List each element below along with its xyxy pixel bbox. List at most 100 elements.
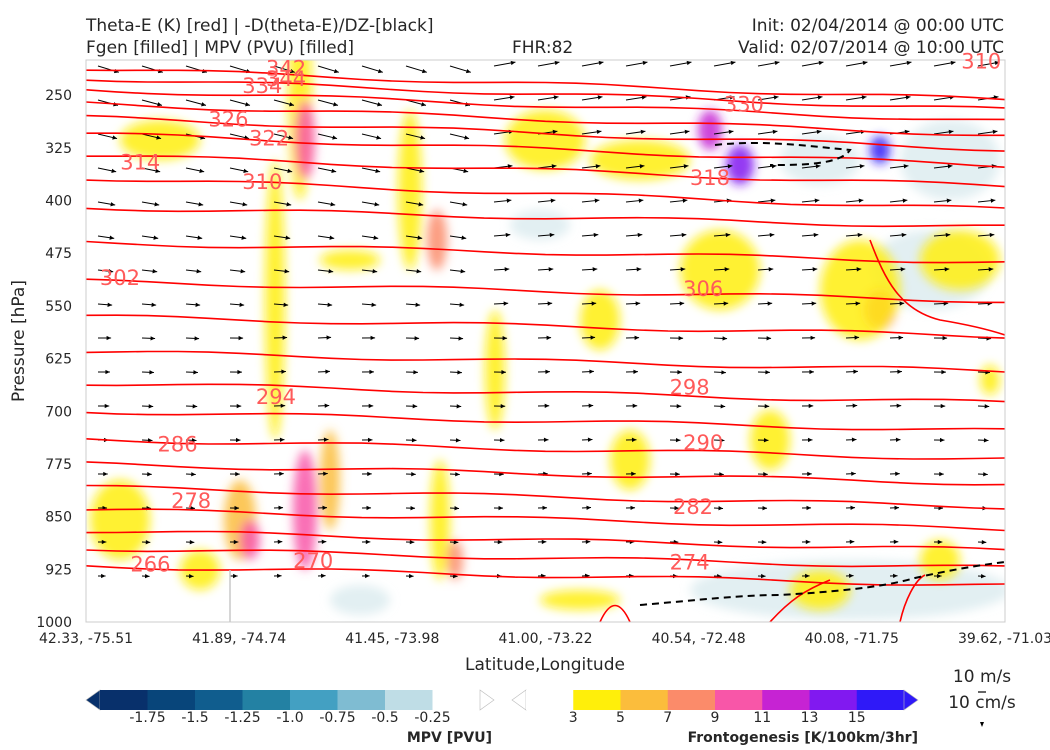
wind-arrowhead <box>329 235 335 240</box>
theta-e-contour <box>86 89 1005 121</box>
forecast-hour: FHR:82 <box>512 38 573 58</box>
frontogenesis-patch <box>293 450 317 570</box>
wind-arrowhead <box>109 235 115 240</box>
wind-arrowhead <box>941 369 946 375</box>
x-axis-ticks: 42.33, -75.51 41.89, -74.74 41.45, -73.98 4… <box>39 631 1050 647</box>
wind-arrowhead <box>724 267 730 272</box>
wind-arrowhead <box>545 369 550 374</box>
wind-arrowhead <box>199 168 205 173</box>
wind-arrowhead <box>153 235 159 240</box>
wind-arrowhead <box>543 437 549 443</box>
wind-arrowhead <box>233 539 239 545</box>
plot-frame <box>85 59 1006 623</box>
wind-arrowhead <box>894 505 900 511</box>
colorbar-swatch <box>385 690 433 710</box>
theta-e-contour <box>86 69 1005 101</box>
wind-arrowhead <box>805 573 810 579</box>
reference-arrow-vertical <box>980 722 984 727</box>
colorbar-tick: -0.75 <box>319 710 355 726</box>
wind-arrowhead <box>321 539 327 544</box>
wind-arrowhead <box>984 404 990 409</box>
colorbar-swatch <box>573 690 621 710</box>
wind-arrowhead <box>367 437 373 443</box>
x-tick-label: 40.54, -72.48 <box>652 631 746 647</box>
colorbar-tick: 7 <box>663 710 672 726</box>
wind-arrowhead <box>370 335 376 341</box>
wind-arrowhead <box>328 269 334 274</box>
wind-arrowhead <box>239 302 245 307</box>
wind-arrowhead <box>154 202 160 207</box>
title-left-line2: Fgen [filled] | MPV (PVU) [filled] <box>86 38 354 58</box>
y-tick-label: 775 <box>45 457 72 473</box>
wind-arrowhead <box>376 135 382 140</box>
plot-layers <box>86 60 1005 622</box>
wind-arrowhead <box>945 232 951 238</box>
wind-arrowhead <box>586 505 592 510</box>
wind-arrowhead <box>852 403 858 408</box>
wind-arrowhead <box>807 437 813 443</box>
wind-arrowhead <box>240 269 246 274</box>
wind-arrowhead <box>765 370 770 375</box>
wind-arrowhead <box>409 539 415 545</box>
wind-arrowhead <box>503 301 509 306</box>
wind-arrowhead <box>807 471 812 477</box>
wind-arrowhead <box>761 539 767 545</box>
wind-arrowhead <box>717 540 723 545</box>
wind-arrowhead <box>855 301 861 306</box>
wind-arrowhead <box>194 336 200 341</box>
wind-arrowhead <box>773 95 779 100</box>
colorbar-swatch <box>620 690 669 710</box>
theta-e-label: 310 <box>242 170 282 194</box>
wind-arrowhead <box>764 404 770 409</box>
wind-arrowhead <box>895 471 900 476</box>
wind-arrowhead <box>589 369 594 374</box>
frontogenesis-patch <box>590 140 690 180</box>
wind-arrowhead <box>989 232 995 238</box>
wind-arrowhead <box>721 370 726 375</box>
wind-arrowhead <box>810 335 816 341</box>
wind-arrowhead <box>286 202 292 207</box>
wind-arrowhead <box>596 129 602 135</box>
theta-e-contour <box>86 549 1005 568</box>
wind-arrowhead <box>421 102 426 107</box>
colorbar-swatch <box>856 690 905 710</box>
wind-arrowhead <box>510 60 516 66</box>
frontogenesis-patch <box>870 136 890 164</box>
theta-e-label: 282 <box>673 495 713 519</box>
wind-arrowhead <box>632 403 638 408</box>
wind-arrowhead <box>280 403 286 408</box>
theta-e-contour <box>86 350 1005 373</box>
wind-arrowhead <box>283 302 289 307</box>
wind-arrowhead <box>324 403 330 408</box>
wind-arrowhead <box>236 403 242 409</box>
mpv-patch <box>330 585 390 615</box>
wind-arrowhead <box>683 164 689 169</box>
wind-arrowhead <box>762 505 768 511</box>
frontogenesis-patch <box>610 430 650 490</box>
wind-arrowhead <box>727 164 733 169</box>
wind-arrowhead <box>322 505 328 510</box>
wind-arrowhead <box>241 235 247 240</box>
theta-e-label: 302 <box>100 266 140 290</box>
frontogenesis-patch <box>427 210 447 270</box>
wind-arrowhead <box>587 471 592 476</box>
wind-arrowhead <box>420 135 426 140</box>
wind-arrowhead <box>191 472 196 477</box>
wind-arrowhead <box>818 60 824 66</box>
wind-arrowhead <box>679 301 685 306</box>
theta-e-contour <box>899 574 926 622</box>
wind-arrowhead <box>333 102 338 107</box>
wind-arrowhead <box>323 437 329 442</box>
wind-arrowhead <box>191 438 197 443</box>
wind-arrowhead <box>421 68 427 74</box>
wind-arrowhead <box>462 202 468 207</box>
wind-arrowhead <box>674 505 680 511</box>
wind-arrowhead <box>937 539 943 545</box>
wind-arrowhead <box>853 369 858 374</box>
wind-arrowhead <box>772 129 778 135</box>
wind-arrowhead <box>981 540 987 545</box>
frontogenesis-patch <box>820 240 900 340</box>
mpv-patch <box>780 135 860 185</box>
valid-time: Valid: 02/07/2014 @ 10:00 UTC <box>738 38 1004 58</box>
theta-e-label: 290 <box>683 431 723 455</box>
